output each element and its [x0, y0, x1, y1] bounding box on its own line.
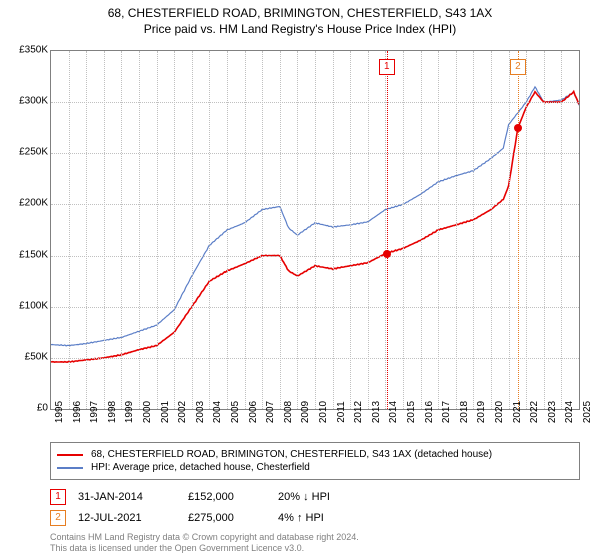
x-axis-label: 2010 — [318, 401, 329, 423]
legend-item: HPI: Average price, detached house, Ches… — [57, 462, 573, 473]
legend-swatch — [57, 454, 83, 456]
x-axis-label: 2004 — [212, 401, 223, 423]
grid-line-v — [526, 51, 527, 409]
x-axis-label: 2011 — [336, 401, 347, 423]
grid-line-v — [561, 51, 562, 409]
grid-line-v — [174, 51, 175, 409]
grid-line-v — [104, 51, 105, 409]
y-axis-label: £150K — [4, 249, 48, 260]
events-table: 1 31-JAN-2014£152,00020% ↓ HPI 2 12-JUL-202… — [50, 484, 580, 531]
x-axis-label: 2015 — [406, 401, 417, 423]
event-price: £275,000 — [188, 512, 278, 524]
x-axis-label: 2022 — [529, 401, 540, 423]
footer-attribution: Contains HM Land Registry data © Crown c… — [50, 532, 580, 555]
grid-line-v — [473, 51, 474, 409]
event-date: 31-JAN-2014 — [78, 491, 188, 503]
x-axis-label: 2020 — [494, 401, 505, 423]
x-axis-label: 1995 — [54, 401, 65, 423]
grid-line-v — [245, 51, 246, 409]
title-block: 68, CHESTERFIELD ROAD, BRIMINGTON, CHEST… — [0, 0, 600, 36]
reference-line — [387, 51, 388, 409]
event-row: 1 31-JAN-2014£152,00020% ↓ HPI — [50, 489, 580, 505]
grid-line-v — [69, 51, 70, 409]
x-axis-label: 2025 — [582, 401, 593, 423]
grid-line-v — [121, 51, 122, 409]
y-axis-label: £250K — [4, 147, 48, 158]
grid-line-v — [86, 51, 87, 409]
y-axis-label: £350K — [4, 45, 48, 56]
x-axis-label: 1997 — [89, 401, 100, 423]
x-axis-label: 2008 — [283, 401, 294, 423]
grid-line-v — [438, 51, 439, 409]
grid-line-v — [333, 51, 334, 409]
x-axis-label: 2009 — [300, 401, 311, 423]
event-index-box: 2 — [50, 510, 66, 526]
grid-line-v — [262, 51, 263, 409]
legend-box: 68, CHESTERFIELD ROAD, BRIMINGTON, CHEST… — [50, 442, 580, 480]
x-axis-label: 1998 — [107, 401, 118, 423]
x-axis-label: 2021 — [512, 401, 523, 423]
grid-line-v — [157, 51, 158, 409]
grid-line-v — [456, 51, 457, 409]
x-axis-label: 2014 — [388, 401, 399, 423]
chart-plot-area: 12 — [50, 50, 580, 410]
y-axis-label: £100K — [4, 300, 48, 311]
legend-label: HPI: Average price, detached house, Ches… — [91, 462, 310, 473]
x-axis-label: 2023 — [547, 401, 558, 423]
sale-marker — [514, 124, 522, 132]
grid-line-v — [209, 51, 210, 409]
sale-marker — [383, 250, 391, 258]
reference-label: 1 — [379, 59, 395, 75]
grid-line-v — [491, 51, 492, 409]
x-axis-label: 2018 — [459, 401, 470, 423]
grid-line-v — [192, 51, 193, 409]
x-axis-label: 2005 — [230, 401, 241, 423]
grid-line-v — [421, 51, 422, 409]
event-price: £152,000 — [188, 491, 278, 503]
grid-line-v — [403, 51, 404, 409]
x-axis-label: 2017 — [441, 401, 452, 423]
grid-line-v — [280, 51, 281, 409]
x-axis-label: 2016 — [424, 401, 435, 423]
x-axis-label: 2024 — [564, 401, 575, 423]
x-axis-label: 2007 — [265, 401, 276, 423]
grid-line-v — [297, 51, 298, 409]
x-axis-label: 2002 — [177, 401, 188, 423]
reference-line — [518, 51, 519, 409]
reference-label: 2 — [510, 59, 526, 75]
y-axis-label: £50K — [4, 351, 48, 362]
x-axis-label: 1999 — [124, 401, 135, 423]
grid-line-v — [139, 51, 140, 409]
y-axis-label: £0 — [4, 403, 48, 414]
x-axis-label: 2019 — [476, 401, 487, 423]
title-line-1: 68, CHESTERFIELD ROAD, BRIMINGTON, CHEST… — [0, 6, 600, 20]
figure-container: 68, CHESTERFIELD ROAD, BRIMINGTON, CHEST… — [0, 0, 600, 560]
footer-line-1: Contains HM Land Registry data © Crown c… — [50, 532, 580, 543]
grid-line-v — [227, 51, 228, 409]
grid-line-v — [544, 51, 545, 409]
grid-line-v — [368, 51, 369, 409]
event-index-box: 1 — [50, 489, 66, 505]
x-axis-label: 2006 — [248, 401, 259, 423]
title-line-2: Price paid vs. HM Land Registry's House … — [0, 22, 600, 36]
legend-swatch — [57, 467, 83, 469]
legend-item: 68, CHESTERFIELD ROAD, BRIMINGTON, CHEST… — [57, 449, 573, 460]
legend-label: 68, CHESTERFIELD ROAD, BRIMINGTON, CHEST… — [91, 449, 492, 460]
y-axis-label: £200K — [4, 198, 48, 209]
event-date: 12-JUL-2021 — [78, 512, 188, 524]
grid-line-v — [315, 51, 316, 409]
x-axis-label: 2003 — [195, 401, 206, 423]
event-row: 2 12-JUL-2021£275,0004% ↑ HPI — [50, 510, 580, 526]
x-axis-label: 2000 — [142, 401, 153, 423]
grid-line-v — [509, 51, 510, 409]
x-axis-label: 2013 — [371, 401, 382, 423]
event-hpi-diff: 20% ↓ HPI — [278, 491, 330, 503]
grid-line-v — [350, 51, 351, 409]
y-axis-label: £300K — [4, 96, 48, 107]
footer-line-2: This data is licensed under the Open Gov… — [50, 543, 580, 554]
x-axis-label: 1996 — [72, 401, 83, 423]
x-axis-label: 2012 — [353, 401, 364, 423]
event-hpi-diff: 4% ↑ HPI — [278, 512, 324, 524]
x-axis-label: 2001 — [160, 401, 171, 423]
